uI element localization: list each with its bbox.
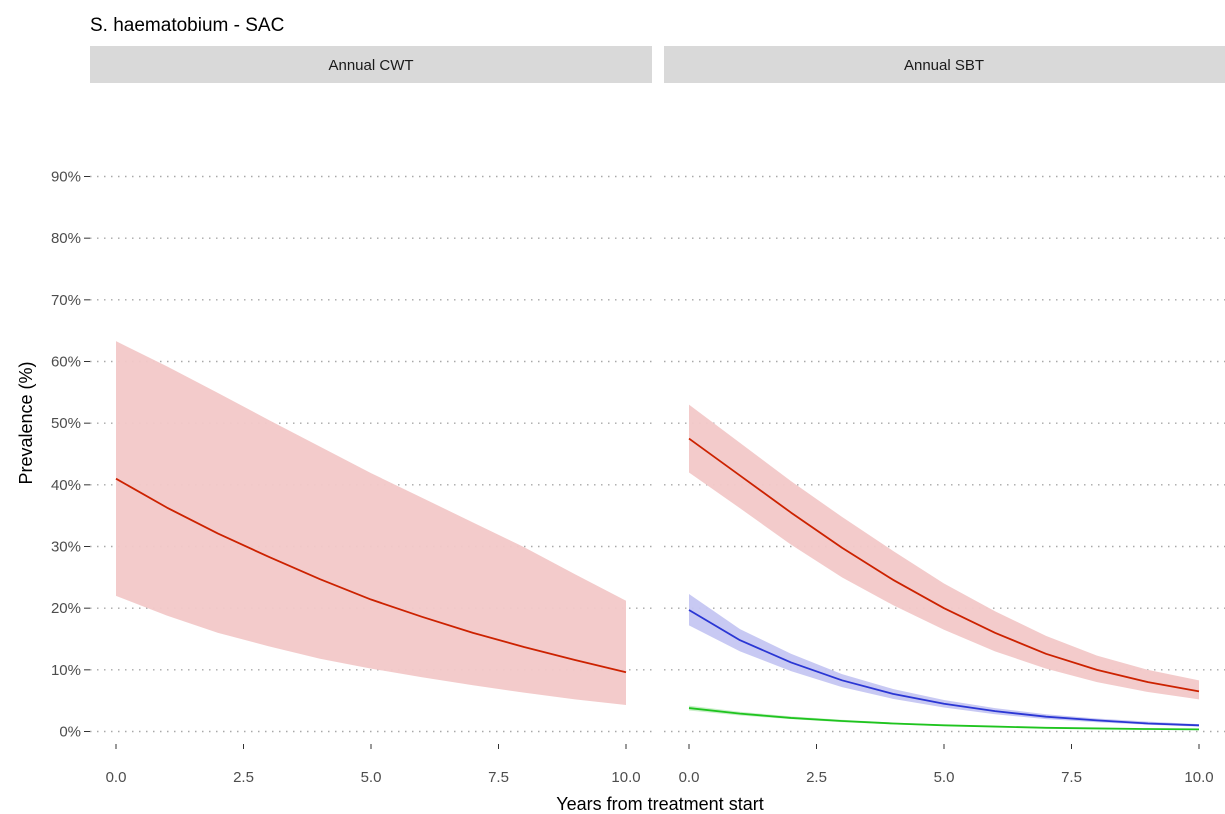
confidence-band: [689, 404, 1199, 700]
x-tick-label: 5.0: [361, 769, 382, 786]
confidence-bands: [116, 341, 1199, 730]
y-tick-label: 30%: [51, 539, 81, 556]
y-tick-label: 40%: [51, 477, 81, 494]
y-axis-title: Prevalence (%): [16, 361, 36, 484]
x-tick-label: 2.5: [233, 769, 254, 786]
x-tick-label: 0.0: [106, 769, 127, 786]
confidence-band: [116, 341, 626, 705]
x-tick-label: 5.0: [934, 769, 955, 786]
x-tick-label: 7.5: [488, 769, 509, 786]
x-tick-label: 10.0: [1184, 769, 1213, 786]
x-tick-label: 10.0: [611, 769, 640, 786]
y-tick-label: 60%: [51, 354, 81, 371]
series-lines: [115, 437, 1200, 731]
chart-title: S. haematobium - SAC: [90, 15, 284, 36]
x-axis: 0.0 2.5 5.0 7.5 10.0 0.0 2.5 5.0 7.5 10.0: [106, 744, 1214, 786]
series-line: [115, 477, 627, 674]
confidence-band: [689, 593, 1199, 727]
y-tick-label: 50%: [51, 415, 81, 432]
y-tick-label: 10%: [51, 662, 81, 679]
strip-label-cwt: Annual CWT: [328, 57, 413, 74]
x-tick-label: 0.0: [679, 769, 700, 786]
strip-background-sbt: [664, 46, 1225, 83]
y-tick-label: 90%: [51, 169, 81, 186]
x-axis-title: Years from treatment start: [556, 794, 763, 814]
x-tick-label: 7.5: [1061, 769, 1082, 786]
strip-label-sbt: Annual SBT: [904, 57, 984, 74]
y-tick-label: 80%: [51, 230, 81, 247]
y-tick-label: 0%: [59, 724, 81, 741]
y-tick-label: 20%: [51, 600, 81, 617]
strip-background-cwt: [90, 46, 652, 83]
series-line: [688, 707, 1200, 731]
series-line: [688, 437, 1200, 693]
series-line: [688, 609, 1200, 727]
y-axis: 0% 10% 20% 30% 40% 50% 60% 70% 80% 90%: [51, 169, 90, 741]
y-tick-label: 70%: [51, 292, 81, 309]
x-tick-label: 2.5: [806, 769, 827, 786]
